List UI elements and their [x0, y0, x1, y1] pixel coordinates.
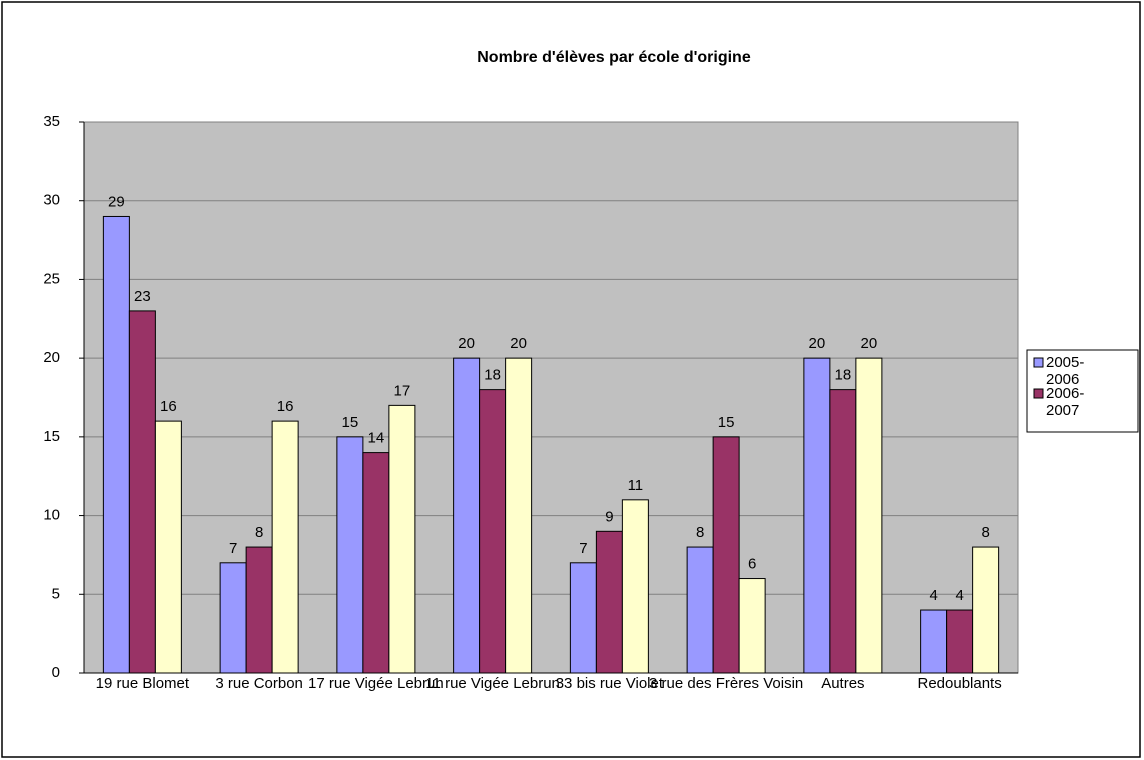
data-label: 16: [277, 398, 294, 415]
x-tick-label: Redoublants: [918, 675, 1002, 692]
y-tick-label: 30: [43, 192, 60, 209]
y-tick-label: 25: [43, 270, 60, 287]
data-label: 18: [835, 367, 852, 384]
x-tick-label: 19 rue Blomet: [96, 675, 190, 692]
bar: [453, 357, 481, 674]
bar: [686, 546, 714, 674]
bar: [245, 546, 273, 674]
bar: [920, 609, 948, 674]
bar: [505, 357, 533, 674]
bar: [128, 310, 156, 674]
legend-swatch: [1033, 357, 1044, 368]
y-tick-label: 0: [52, 664, 60, 681]
bar: [855, 357, 883, 674]
data-label: 6: [748, 556, 756, 573]
bar: [336, 436, 364, 674]
y-tick-label: 20: [43, 349, 60, 366]
bar: [154, 420, 182, 674]
data-label: 29: [108, 193, 125, 210]
data-label: 11: [628, 477, 644, 494]
bar: [569, 562, 597, 674]
bar: [479, 389, 507, 674]
data-label: 15: [718, 414, 735, 431]
x-tick-label: Autres: [821, 675, 864, 692]
bar: [102, 215, 130, 674]
data-label: 7: [229, 540, 237, 557]
legend-box: [1026, 349, 1139, 433]
data-label: 20: [458, 335, 475, 352]
data-label: 9: [605, 508, 613, 525]
bar: [829, 389, 857, 674]
x-tick-label: 33 bis rue Violet: [556, 675, 664, 692]
x-tick-label: 3 rue Corbon: [215, 675, 303, 692]
data-label: 20: [510, 335, 527, 352]
bar: [621, 499, 649, 674]
y-tick-label: 15: [43, 428, 60, 445]
y-tick-label: 5: [52, 585, 60, 602]
legend-label: 2005-2006: [1046, 354, 1084, 388]
x-tick-label: 11 rue Vigée Lebrun: [425, 675, 560, 692]
y-tick-label: 10: [43, 507, 60, 524]
data-label: 20: [809, 335, 826, 352]
x-tick-label: 3 rue des Frères Voisin: [649, 675, 803, 692]
data-label: 20: [861, 335, 878, 352]
data-label: 7: [579, 540, 587, 557]
y-tick-label: 35: [43, 113, 60, 130]
chart-title: Nombre d'élèves par école d'origine: [477, 49, 751, 66]
bar: [738, 578, 766, 674]
data-label: 8: [981, 524, 989, 541]
bar: [219, 562, 247, 674]
legend-swatch: [1033, 388, 1044, 399]
bar: [362, 452, 390, 674]
data-label: 23: [134, 288, 151, 305]
bar: [271, 420, 299, 674]
bar: [712, 436, 740, 674]
data-label: 4: [955, 587, 963, 604]
data-label: 8: [696, 524, 704, 541]
bar: [946, 609, 974, 674]
legend-label: 2006-2007: [1046, 385, 1084, 419]
data-label: 4: [929, 587, 937, 604]
bar: [803, 357, 831, 674]
bar: [388, 404, 416, 674]
data-label: 15: [342, 414, 359, 431]
bar: [595, 530, 623, 674]
data-label: 14: [368, 430, 385, 447]
data-label: 8: [255, 524, 263, 541]
data-label: 18: [484, 367, 501, 384]
data-label: 17: [394, 382, 411, 399]
x-tick-label: 17 rue Vigée Lebrun: [308, 675, 444, 692]
data-label: 16: [160, 398, 177, 415]
bar: [972, 546, 1000, 674]
